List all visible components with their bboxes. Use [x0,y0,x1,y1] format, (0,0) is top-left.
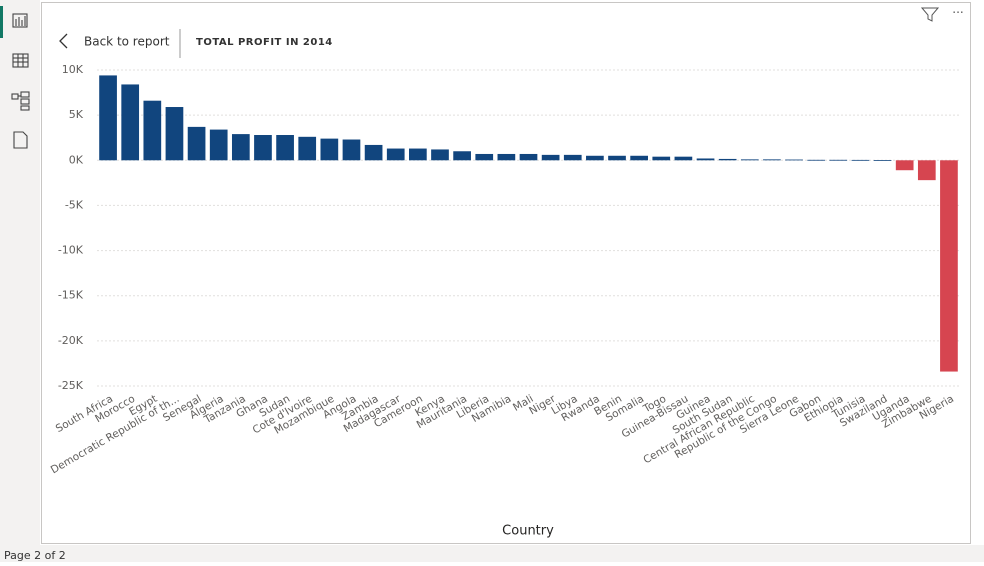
page-indicator: Page 2 of 2 [4,549,66,562]
bar [143,100,162,161]
bar [608,155,626,161]
visual-frame [41,2,971,544]
bar [940,160,958,372]
y-tick-label: 5K [69,108,84,121]
bar [674,156,693,161]
model-icon[interactable] [11,91,30,111]
y-tick-label: -10K [58,244,84,257]
active-indicator [0,6,3,38]
bar [785,159,803,161]
bar [718,158,737,161]
bar [740,159,759,161]
back-to-report[interactable]: Back to report [84,35,170,49]
bar [453,151,471,161]
bar [630,155,648,161]
bar [320,138,339,161]
report-icon[interactable] [12,13,28,28]
bar [541,154,560,161]
bar [99,75,117,161]
bar [519,153,538,161]
bar [696,158,715,161]
filter-icon[interactable] [920,7,940,22]
bar [497,153,516,161]
bar [254,135,272,161]
y-tick-label: -25K [58,379,84,392]
bar [231,134,250,161]
bar [409,148,427,161]
bar [165,107,184,161]
bar [276,135,294,161]
bar [342,139,361,161]
bar [763,159,781,161]
bar [298,136,317,161]
dax-icon[interactable] [13,131,28,149]
y-tick-label: -5K [65,198,84,211]
x-axis-title: Country [502,524,554,539]
bar [586,155,604,161]
y-tick-label: 10K [62,63,84,76]
bar [187,126,206,161]
bar [917,160,936,181]
y-tick-label: 0K [69,153,84,166]
bar [807,159,826,161]
y-tick-label: -20K [58,334,84,347]
bar [895,160,914,171]
back-arrow[interactable] [59,33,68,49]
bar [475,153,494,161]
bar [121,84,140,161]
status-bar [0,545,984,562]
bar [209,129,228,161]
y-tick-label: -15K [58,289,84,302]
more-options[interactable]: ··· [952,6,963,20]
bar [851,159,870,161]
bar [364,144,383,161]
bar [386,148,405,161]
bar [431,149,449,161]
bar [829,159,848,161]
bar [873,160,892,161]
sidebar [0,0,40,545]
bar [652,156,671,161]
data-icon[interactable] [12,53,29,68]
bar [563,154,582,161]
chart-title: TOTAL PROFIT IN 2014 [196,37,333,48]
